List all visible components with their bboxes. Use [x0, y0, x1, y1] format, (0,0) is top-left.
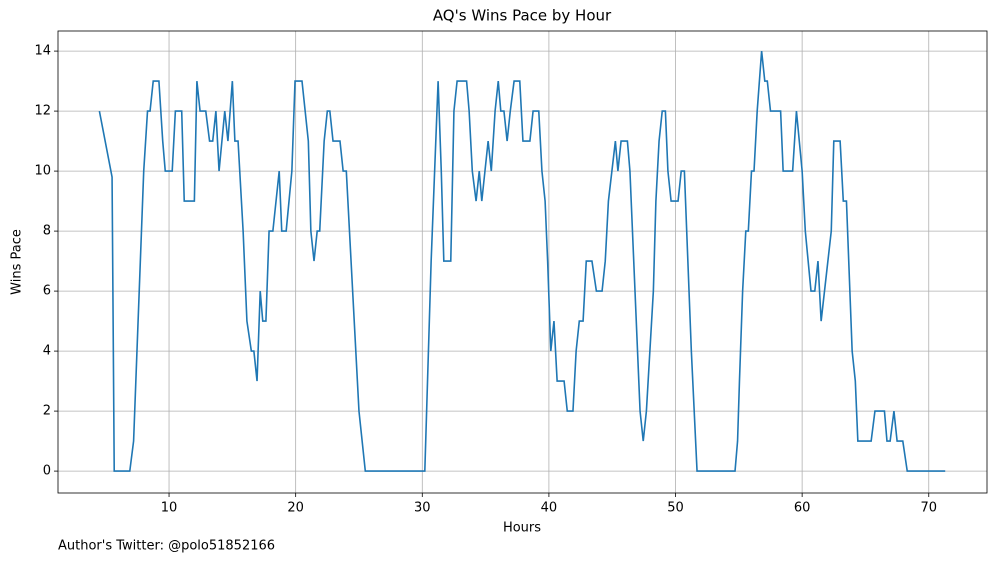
y-tick-label: 12	[34, 104, 51, 119]
plot-frame	[57, 30, 988, 494]
x-tick-label: 70	[920, 501, 937, 516]
x-tick-label: 20	[287, 501, 304, 516]
y-axis-label: Wins Pace	[10, 229, 25, 295]
y-tick-label: 6	[43, 284, 51, 299]
x-tick-label: 50	[667, 501, 684, 516]
x-tick-label: 60	[794, 501, 811, 516]
data-line	[98, 51, 946, 472]
annotation: Author's Twitter: @polo51852166	[58, 539, 275, 554]
x-tick-label: 10	[161, 501, 178, 516]
y-tick-label: 4	[43, 344, 51, 359]
y-tick-label: 2	[43, 404, 51, 419]
x-tick-label: 40	[541, 501, 558, 516]
y-tick-label: 0	[43, 464, 51, 479]
y-tick-label: 8	[43, 224, 51, 239]
y-tick-label: 14	[34, 44, 51, 59]
y-tick-label: 10	[34, 164, 51, 179]
x-tick-label: 30	[414, 501, 431, 516]
chart-title: AQ's Wins Pace by Hour	[433, 7, 612, 25]
x-axis-label: Hours	[503, 521, 541, 536]
